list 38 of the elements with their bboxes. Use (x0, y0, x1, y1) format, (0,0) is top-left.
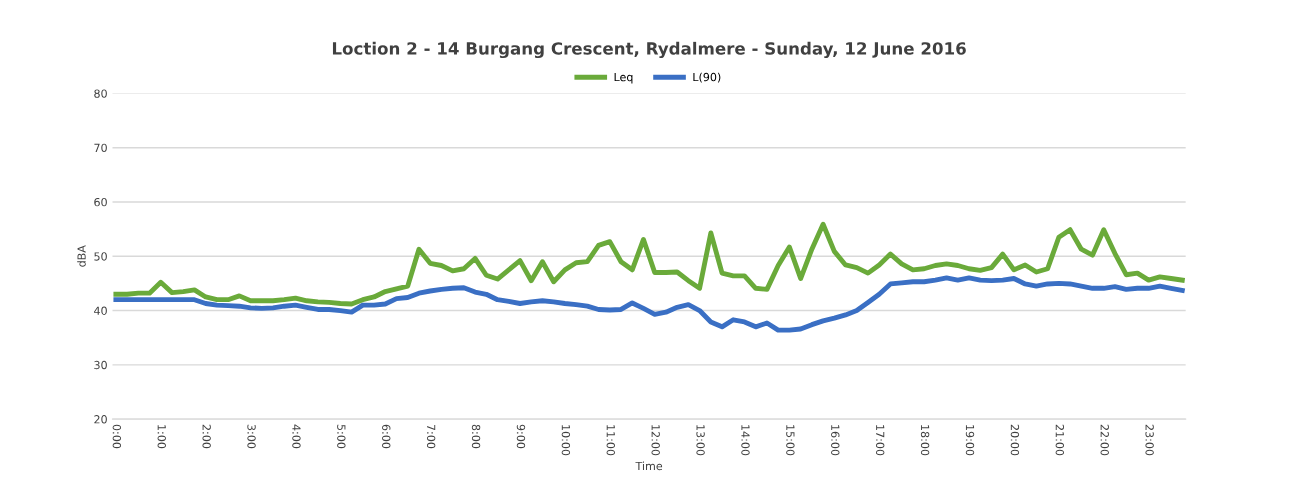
y-tick-label: 50 (94, 252, 107, 261)
line-series (113, 275, 1185, 333)
x-tick-label: 8:00 (471, 424, 481, 449)
x-tick-label: 17:00 (875, 425, 885, 456)
x-tick-label: 5:00 (337, 424, 346, 449)
x-tick-label: 18:00 (920, 425, 930, 456)
x-tick-label: 7:00 (426, 424, 436, 449)
y-tick-label: 20 (94, 415, 107, 424)
legend-label: L(90) (693, 72, 721, 83)
y-tick-label: 80 (94, 89, 107, 98)
x-tick-label: 14:00 (741, 425, 750, 456)
x-tick-label: 22:00 (1100, 424, 1109, 456)
chart-title: Loction 2 - 14 Burgang Crescent, Rydalmere - Sunday, 12 June 2016 (332, 41, 966, 59)
x-tick-label: 19:00 (965, 425, 975, 456)
x-tick-label: 15:00 (786, 425, 795, 456)
x-tick-label: 13:00 (696, 425, 705, 456)
legend-label: Leq (614, 72, 633, 84)
x-tick-label: 0:00 (112, 424, 122, 449)
x-tick-label: 1:00 (157, 425, 166, 449)
x-tick-label: 9:00 (516, 424, 526, 449)
x-tick-label: 10:00 (561, 425, 571, 456)
x-tick-label: 2:00 (202, 424, 211, 449)
x-tick-label: 4:00 (292, 424, 301, 449)
y-tick-label: 40 (94, 306, 107, 315)
x-axis-title: Time (635, 461, 663, 471)
x-tick-label: 21:00 (1055, 424, 1065, 456)
x-tick-label: 12:00 (651, 425, 660, 456)
line-series (113, 221, 1185, 307)
y-tick-label: 30 (94, 360, 107, 370)
x-tick-label: 16:00 (831, 425, 840, 456)
y-tick-label: 60 (94, 197, 107, 207)
x-tick-label: 11:00 (606, 425, 615, 456)
x-tick-label: 20:00 (1010, 424, 1020, 456)
x-tick-label: 23:00 (1145, 424, 1154, 456)
x-tick-label: 3:00 (247, 424, 256, 449)
y-tick-label: 70 (94, 143, 107, 153)
x-tick-label: 6:00 (382, 424, 391, 449)
y-axis-title: dBA (77, 245, 86, 267)
